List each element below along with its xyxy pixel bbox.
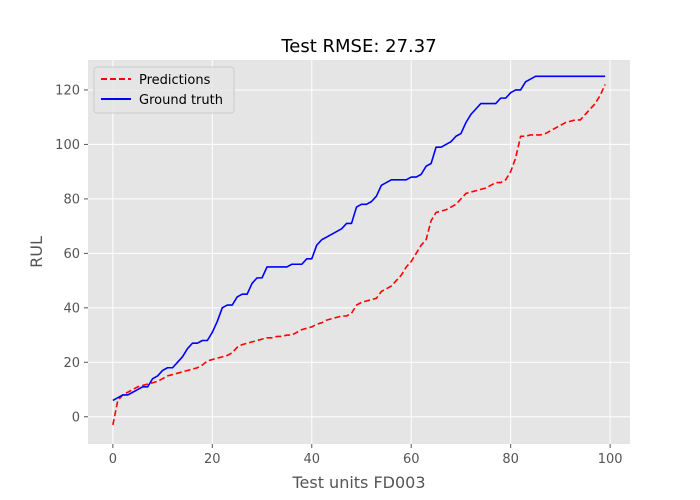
legend: Predictions Ground truth: [93, 66, 235, 114]
series-line-predictions: [112, 84, 606, 426]
plot-area: [88, 60, 630, 444]
x-tick-label: 40: [303, 452, 320, 467]
legend-predictions-label: Predictions: [139, 73, 211, 88]
x-tick-label: 0: [109, 452, 117, 467]
y-tick-label: 0: [72, 410, 80, 425]
series-line-ground-truth: [112, 75, 606, 402]
y-tick-label: 40: [63, 301, 80, 316]
x-axis-ticks: 0 20 40 60 80 100: [109, 444, 623, 467]
x-axis-label: Test units FD003: [291, 473, 425, 492]
y-axis-label: RUL: [27, 236, 46, 268]
y-axis-ticks: 0 20 40 60 80 100 120: [55, 83, 88, 425]
x-tick-label: 80: [502, 452, 519, 467]
series-layer: [112, 75, 606, 426]
y-tick-label: 60: [63, 247, 80, 262]
x-tick-label: 60: [403, 452, 420, 467]
y-tick-label: 120: [55, 83, 80, 98]
x-tick-label: 100: [598, 452, 623, 467]
y-tick-label: 20: [63, 356, 80, 371]
x-tick-label: 20: [204, 452, 221, 467]
y-tick-label: 100: [55, 138, 80, 153]
chart-title: Test RMSE: 27.37: [280, 36, 436, 57]
legend-ground-truth-label: Ground truth: [139, 93, 223, 108]
y-tick-label: 80: [63, 192, 80, 207]
